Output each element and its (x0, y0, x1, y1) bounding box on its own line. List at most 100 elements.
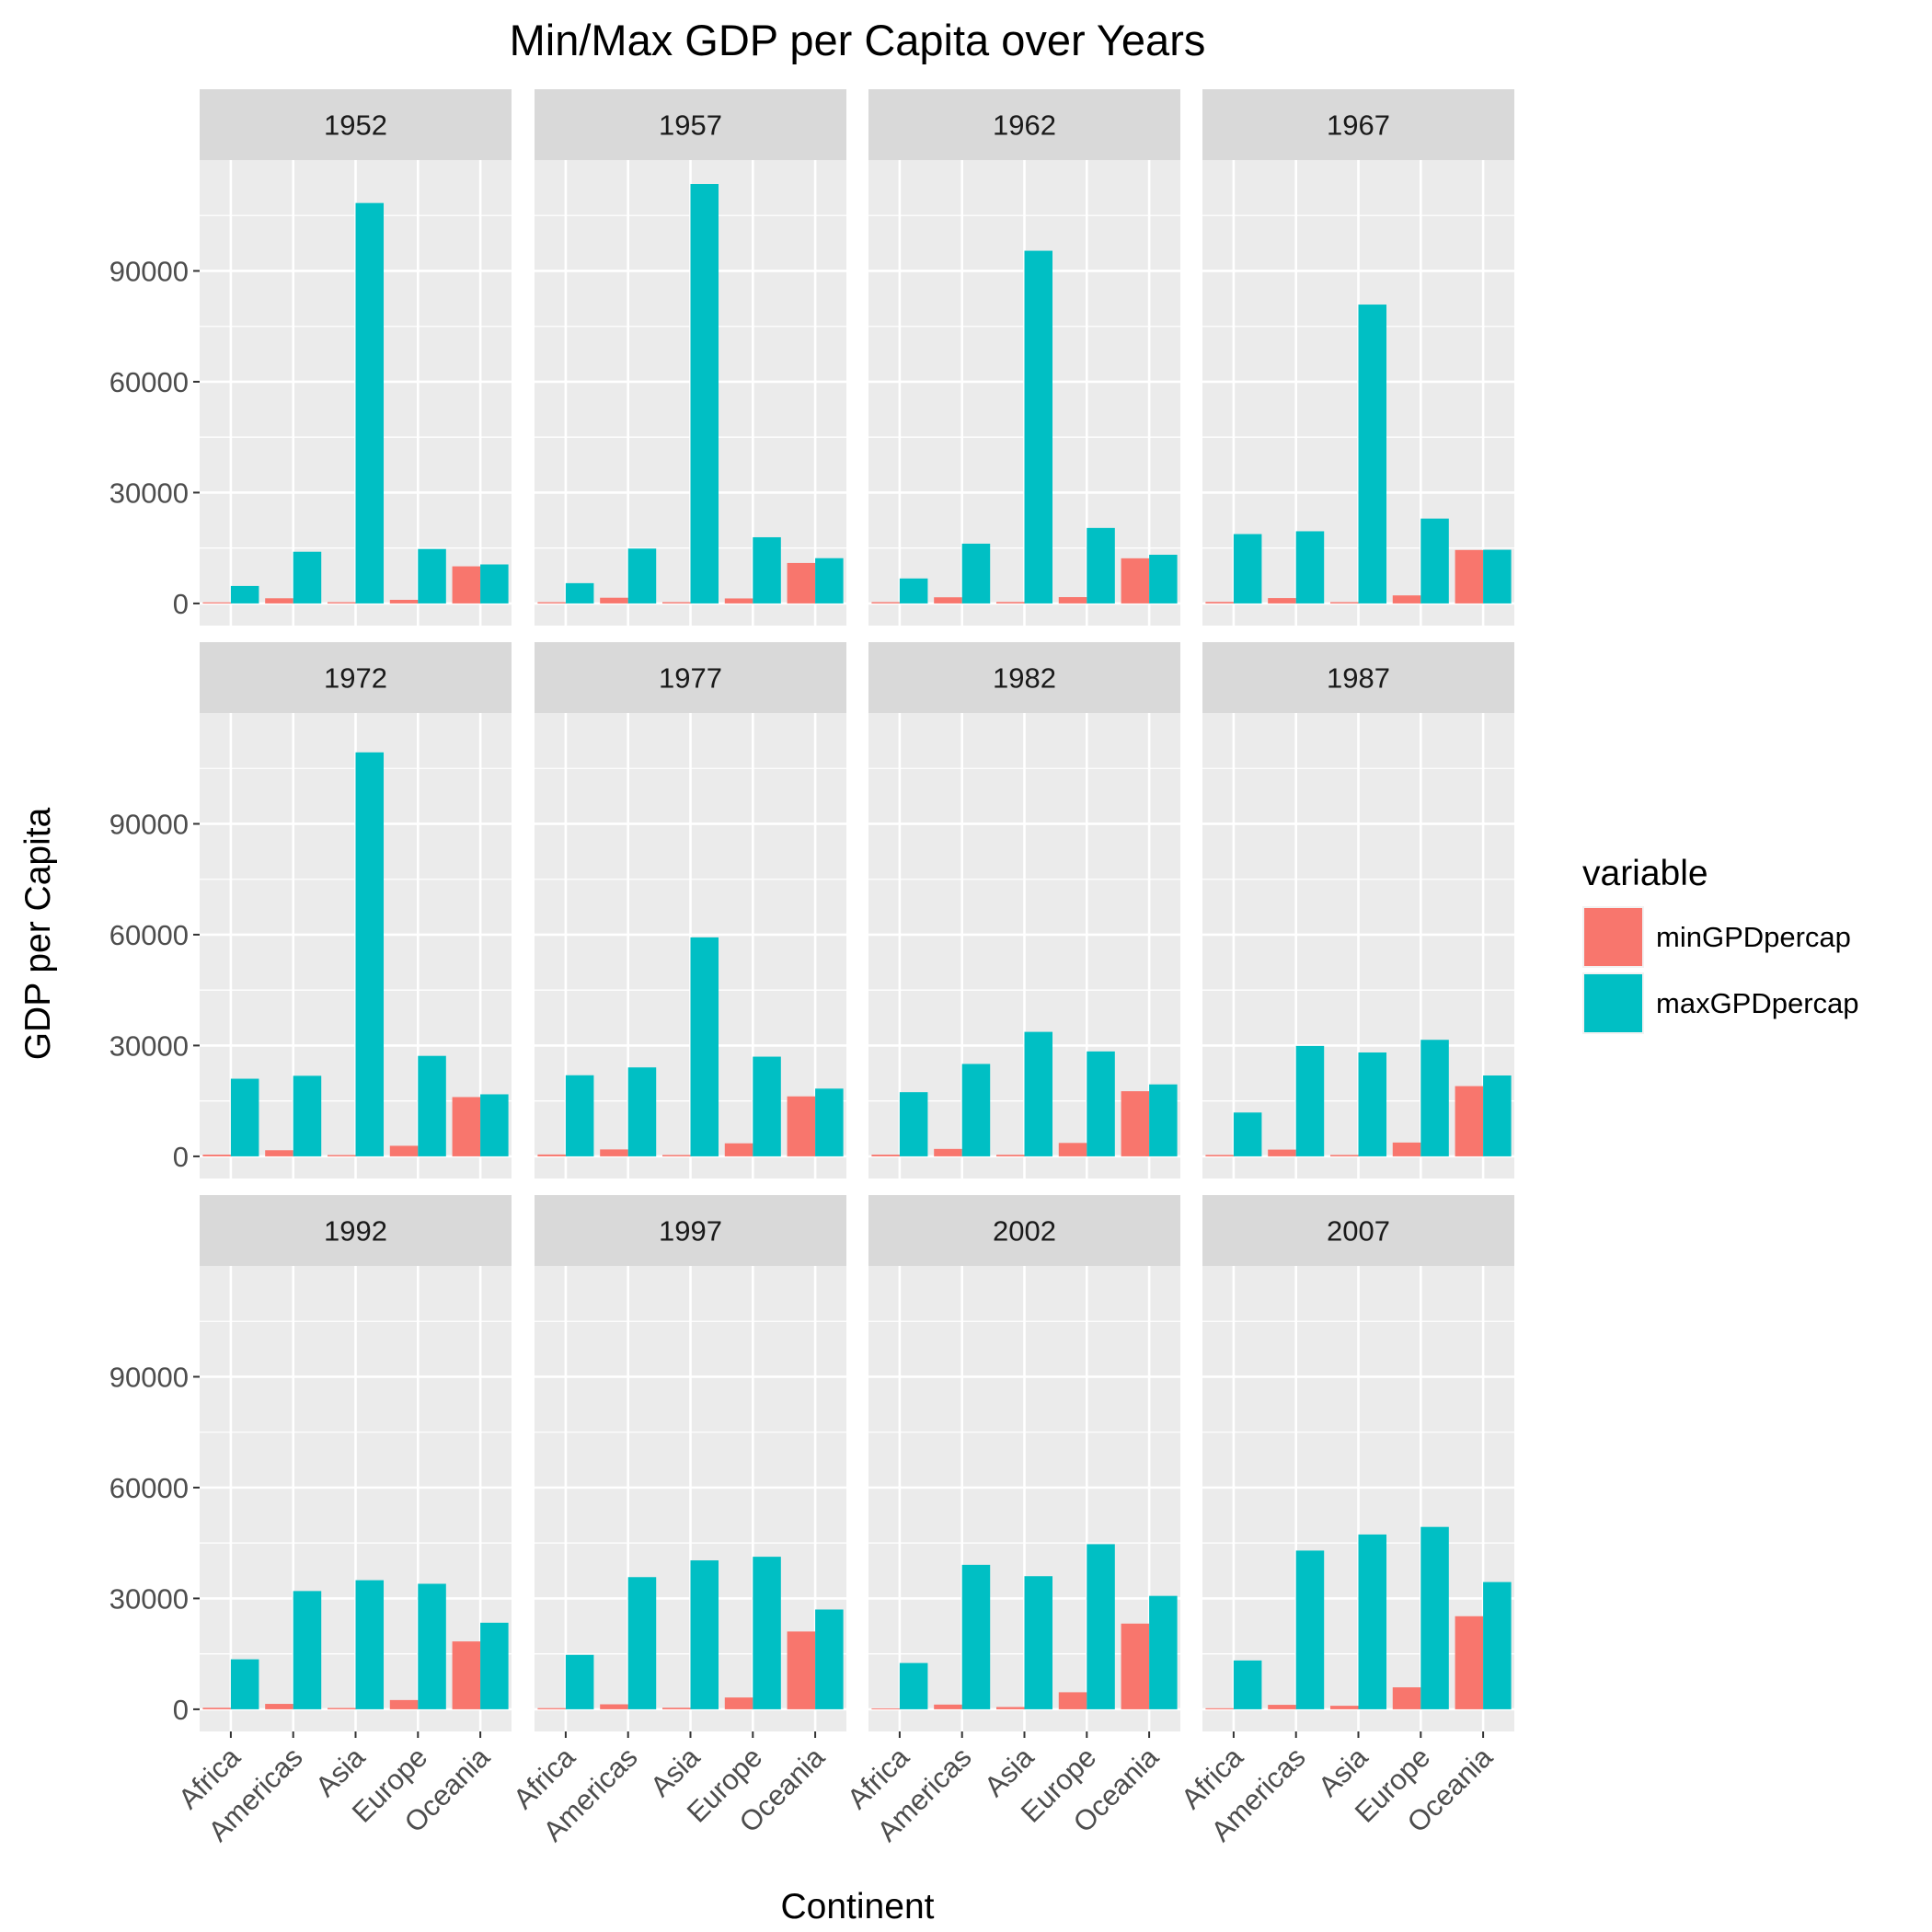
bar-max-oceania (1149, 1084, 1178, 1156)
y-tick-label: 0 (173, 1141, 189, 1173)
bar-max-oceania (815, 1088, 844, 1156)
bar-min-americas (600, 1704, 628, 1709)
bar-max-africa (230, 585, 259, 604)
bar-min-oceania (787, 562, 816, 604)
bar-min-europe (1058, 1692, 1087, 1709)
bar-max-americas (627, 1577, 657, 1709)
y-tick-label: 0 (173, 588, 189, 620)
bar-min-oceania (452, 1641, 481, 1709)
bar-max-europe (418, 1583, 446, 1709)
x-axis-title: Continent (781, 1887, 935, 1926)
bar-min-asia (1329, 1155, 1359, 1156)
bar-min-oceania (1121, 1091, 1150, 1156)
bar-max-europe (753, 536, 781, 604)
y-tick-label: 60000 (109, 919, 189, 951)
bar-min-africa (871, 1708, 900, 1709)
facet-strip (1202, 1195, 1514, 1266)
bar-max-africa (565, 582, 594, 604)
facet-panel-1957: 1957 (535, 89, 846, 626)
bar-max-africa (230, 1078, 259, 1156)
bar-min-americas (1268, 1705, 1296, 1709)
bar-max-africa (565, 1654, 594, 1709)
bar-min-americas (934, 1148, 962, 1156)
bar-min-europe (389, 1145, 419, 1156)
bar-max-europe (753, 1557, 781, 1709)
bar-min-africa (1205, 1708, 1234, 1709)
bar-max-americas (627, 548, 657, 604)
bar-max-africa (1233, 1112, 1262, 1156)
bar-max-asia (355, 1580, 385, 1709)
bar-min-americas (1268, 1149, 1296, 1156)
bar-max-oceania (1483, 1075, 1512, 1156)
bar-max-asia (1358, 1052, 1387, 1156)
bar-max-asia (1358, 305, 1387, 604)
bar-min-asia (327, 602, 356, 604)
bar-min-africa (537, 602, 566, 604)
y-tick-label: 90000 (109, 255, 189, 287)
facet-panel-1952: 1952 0 30000 60000 90000 (109, 89, 512, 626)
bar-max-americas (961, 543, 991, 604)
facet-panel-1987: 1987 (1202, 642, 1514, 1179)
bar-min-africa (537, 1154, 566, 1156)
bar-min-asia (995, 1155, 1025, 1156)
y-tick-label: 90000 (109, 1361, 189, 1393)
bar-min-africa (202, 1155, 231, 1156)
bar-min-europe (724, 598, 753, 604)
bar-min-asia (995, 1707, 1025, 1709)
bar-min-europe (1392, 595, 1421, 604)
bar-min-americas (265, 1704, 293, 1709)
bar-max-africa (1233, 534, 1262, 604)
bar-max-americas (1295, 531, 1325, 604)
bar-min-americas (934, 597, 962, 604)
bar-max-asia (1024, 250, 1053, 604)
bar-min-asia (995, 602, 1025, 604)
bar-min-africa (1205, 1155, 1234, 1156)
legend-label: minGPDpercap (1656, 921, 1851, 953)
facet-strip (535, 642, 846, 713)
bar-min-africa (537, 1708, 566, 1709)
bar-min-asia (327, 1708, 356, 1709)
bar-min-asia (1329, 1706, 1359, 1709)
bar-max-europe (418, 548, 446, 604)
bar-min-americas (600, 597, 628, 604)
facet-strip-label: 1972 (324, 662, 387, 695)
bar-min-europe (1058, 597, 1087, 604)
bar-min-africa (202, 602, 231, 604)
facet-strip (1202, 642, 1514, 713)
bar-min-oceania (1121, 558, 1150, 604)
facet-strip-label: 1982 (993, 662, 1056, 695)
bar-max-asia (355, 752, 385, 1156)
bar-max-americas (961, 1564, 991, 1709)
bar-min-asia (1329, 602, 1359, 604)
facet-strip-label: 1997 (659, 1215, 722, 1248)
bar-max-europe (1420, 1040, 1449, 1156)
bar-max-americas (1295, 1045, 1325, 1156)
legend-key-maxGPDpercap (1584, 974, 1642, 1032)
bar-max-oceania (1149, 1595, 1178, 1709)
bar-max-africa (899, 1092, 928, 1156)
facet-strip-label: 1987 (1327, 662, 1390, 695)
bar-min-asia (327, 1155, 356, 1156)
bar-min-americas (265, 1150, 293, 1156)
bar-max-africa (899, 1662, 928, 1709)
y-axis-title: GDP per Capita (18, 807, 58, 1060)
bar-max-americas (293, 551, 322, 604)
bar-min-oceania (787, 1096, 816, 1156)
bar-min-europe (724, 1143, 753, 1156)
facet-panel-1962: 1962 (868, 89, 1180, 626)
bar-min-americas (934, 1704, 962, 1709)
bar-min-europe (1058, 1143, 1087, 1156)
bar-max-europe (1087, 1051, 1115, 1156)
y-tick-label: 60000 (109, 366, 189, 398)
bar-max-americas (1295, 1550, 1325, 1709)
facet-panel-1967: 1967 (1202, 89, 1514, 626)
bar-max-americas (627, 1067, 657, 1156)
facet-strip (535, 1195, 846, 1266)
facet-strip (868, 642, 1180, 713)
bar-min-europe (724, 1697, 753, 1709)
y-tick-label: 0 (173, 1694, 189, 1726)
legend-key-minGPDpercap (1584, 908, 1642, 966)
facet-grid: 1952 0 30000 60000 90000 1957 1962 1967 1972 0 300… (109, 89, 1514, 1847)
bar-max-americas (961, 1064, 991, 1156)
